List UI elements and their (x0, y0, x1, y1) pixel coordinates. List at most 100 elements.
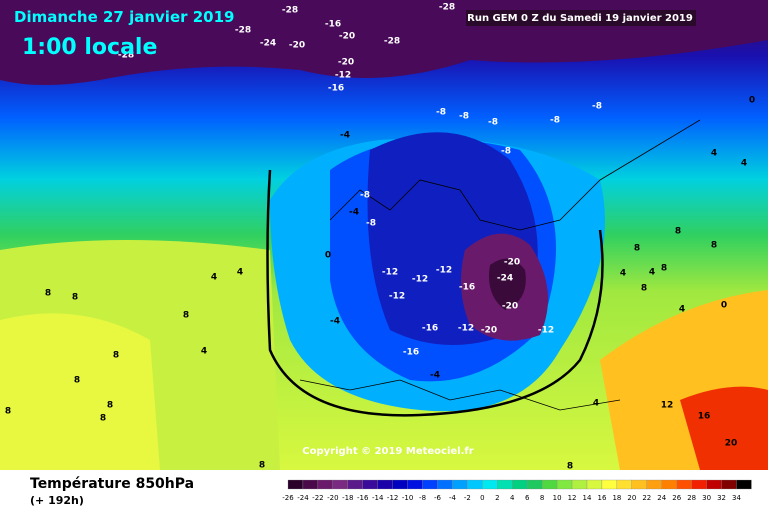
contour-label: 4 (620, 269, 626, 279)
scale-swatch (721, 479, 737, 490)
warm-west-core (0, 313, 160, 470)
contour-label: 0 (749, 96, 755, 106)
scale-swatch (302, 479, 319, 490)
contour-label: -4 (430, 371, 440, 381)
coastline (299, 379, 621, 411)
scale-swatch (512, 479, 528, 490)
contour-label: 4 (741, 159, 747, 169)
contour-label: -8 (436, 108, 446, 118)
contour-label: 8 (74, 376, 80, 386)
scale-label: -22 (312, 494, 323, 502)
time-title: 1:00 locale (22, 35, 157, 60)
scale-swatch (422, 479, 438, 490)
contour-label: 8 (634, 244, 640, 254)
color-scale: -26 -24 -22 -20 -18 -16 -14 -12 -10 -8 -6 -4 -2 0 2 4 6 8… (282, 479, 752, 502)
coastline (329, 119, 701, 231)
contour-label: 8 (259, 461, 265, 471)
contour-label: -28 (439, 3, 455, 13)
contour-label: -28 (282, 6, 298, 16)
scale-label: -4 (449, 494, 457, 502)
scale-label: -8 (419, 494, 426, 502)
contour-label: -8 (459, 112, 469, 122)
contour-label: -16 (459, 283, 475, 293)
contour-label: -8 (488, 118, 498, 128)
contour-label: 8 (711, 241, 717, 251)
contour-label: -28 (118, 51, 134, 61)
scale-swatch (467, 479, 483, 490)
contour-label: 12 (661, 401, 674, 411)
contour-label: 0 (325, 251, 331, 261)
contour-label: -12 (412, 275, 428, 285)
contour-label: -16 (328, 84, 344, 94)
scale-label: 20 (627, 494, 636, 502)
contour-label: -20 (338, 58, 354, 68)
scale-swatch (362, 479, 378, 490)
scale-swatch (452, 479, 468, 490)
contour-label: 8 (675, 227, 681, 237)
contour-label: -20 (289, 41, 305, 51)
scale-swatch (616, 479, 633, 490)
scale-label: 10 (553, 494, 562, 502)
contour-label: -12 (335, 71, 351, 81)
contour-label: 8 (107, 401, 113, 411)
contour-label: -8 (366, 219, 376, 229)
scale-swatch (706, 479, 722, 490)
contour-label: 8 (567, 462, 573, 472)
date-title: Dimanche 27 janvier 2019 (14, 8, 235, 26)
contour-label: 20 (725, 439, 738, 449)
scale-swatch (631, 479, 647, 490)
contour-label: -4 (349, 208, 359, 218)
scale-label: -6 (434, 494, 442, 502)
contour-label: -20 (481, 326, 497, 336)
map-layer: -28 -16 -20 -28 -24 -20 -28 -28 -28 -20 -12 -16 -8 -8… (0, 0, 768, 472)
contour-label: 8 (661, 264, 667, 274)
scale-swatch (601, 479, 618, 490)
scale-swatch (437, 479, 453, 490)
contour-label: 8 (113, 351, 119, 361)
scale-swatch (497, 479, 513, 490)
contour-label: -20 (502, 302, 518, 312)
contour-label: 8 (45, 289, 51, 299)
scale-label: 26 (672, 494, 681, 502)
scale-label: 18 (612, 494, 621, 502)
contour-label: -20 (339, 32, 355, 42)
scale-swatch (482, 479, 498, 490)
contour-label: -4 (340, 131, 350, 141)
contour-label: -28 (384, 37, 400, 47)
scale-swatch (347, 479, 363, 490)
contour-label: 4 (593, 399, 599, 409)
scale-label: 24 (657, 494, 666, 502)
contour-label: 4 (679, 305, 685, 315)
footer (0, 470, 768, 512)
contour-label: -12 (458, 324, 474, 334)
contour-label: -16 (422, 324, 438, 334)
contour-label: 8 (183, 311, 189, 321)
contour-label: 0 (721, 301, 727, 311)
footer-title: Température 850hPa (30, 476, 194, 492)
scale-label: 4 (510, 494, 515, 502)
scale-label: 30 (702, 494, 711, 502)
scale-swatch (586, 479, 603, 490)
scale-swatch (736, 479, 752, 490)
contour-label: -8 (592, 102, 602, 112)
cold-pool-core (489, 258, 526, 310)
contour-label: 4 (711, 149, 717, 159)
contour-label: -24 (497, 274, 513, 284)
contour-label: -8 (501, 147, 511, 157)
scale-label: -20 (327, 494, 338, 502)
contour-label: -12 (538, 326, 554, 336)
scale-label: 34 (732, 494, 741, 502)
contour-label: 4 (211, 273, 217, 283)
scale-label: 2 (495, 494, 499, 502)
scale-swatch (317, 479, 333, 490)
scale-swatch (571, 479, 588, 490)
scale-label: -2 (464, 494, 471, 502)
contour-label: 8 (100, 414, 106, 424)
scale-swatch (661, 479, 677, 490)
scale-label: 14 (583, 494, 592, 502)
scale-swatch (646, 479, 662, 490)
contour-label: -16 (403, 348, 419, 358)
contour-label: -4 (330, 317, 340, 327)
